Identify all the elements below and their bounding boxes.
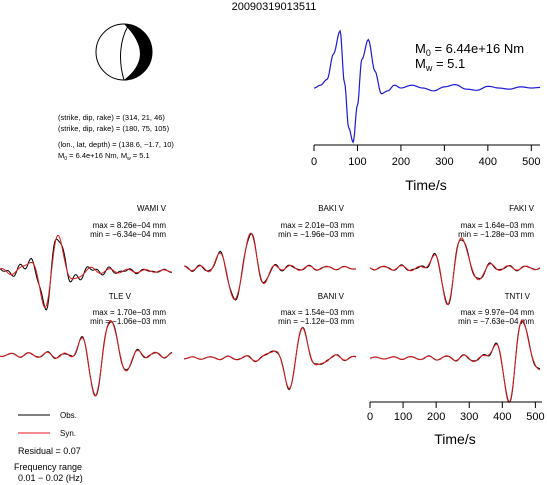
frequency-title: Frequency range	[14, 462, 82, 472]
wave-tick-label-400: 400	[493, 411, 511, 423]
mechanism-line-3: (lon., lat, depth) = (138.6, −1.7, 10)	[58, 140, 174, 149]
station-min-baki: min = −1.96e−03 mm	[278, 230, 354, 239]
figure-title: 20090319013511	[232, 1, 317, 13]
station-min-faki: min = −1.28e−03 mm	[458, 230, 534, 239]
syn-trace-tnti	[369, 319, 541, 404]
station-max-bani: max = 1.54e−03 mm	[281, 308, 355, 317]
mechanism-line-1: (strike, dip, rake) = (314, 21, 46)	[58, 113, 165, 122]
wave-tick-label-0: 0	[367, 411, 373, 423]
obs-trace-tnti	[369, 320, 541, 403]
mechanism-info: (strike, dip, rake) = (314, 21, 46) (str…	[58, 113, 174, 162]
station-max-faki: max = 1.64e−03 mm	[461, 221, 535, 230]
station-label-faki: FAKI V	[509, 204, 535, 213]
frequency-value: 0.01 − 0.02 (Hz)	[18, 473, 83, 483]
station-label-tnti: TNTI V	[505, 292, 531, 301]
syn-trace-baki	[183, 232, 357, 301]
wave-x-ticks: 0 100 200 300 400 500	[367, 402, 545, 423]
wave-tick-label-200: 200	[427, 411, 445, 423]
stf-mw-label: Mw = 5.1	[415, 56, 465, 73]
beachball-compression	[124, 24, 152, 80]
beachball	[95, 23, 153, 81]
station-min-wami: min = −6.34e−04 mm	[90, 230, 166, 239]
station-label-wami: WAMI V	[137, 204, 167, 213]
station-min-tle: min = −1.06e−03 mm	[90, 317, 166, 326]
obs-trace-wami	[0, 238, 173, 311]
station-label-bani: BANI V	[318, 292, 345, 301]
syn-trace-wami	[0, 234, 173, 308]
stf-tick-label-0: 0	[311, 156, 317, 168]
stf-series-line	[313, 29, 541, 144]
stf-tick-label-400: 400	[479, 156, 497, 168]
stf-tick-label-300: 300	[435, 156, 453, 168]
residual-label: Residual = 0.07	[18, 446, 81, 456]
wave-axis: 0 100 200 300 400 500 Time/s	[367, 401, 545, 447]
stf-panel: 0 100 200 300 400 500 Time/s M0 = 6.44e+16 Nm…	[311, 29, 541, 193]
stf-tick-label-200: 200	[392, 156, 410, 168]
station-max-wami: max = 8.26e−04 mm	[93, 221, 167, 230]
station-labels: WAMI V max = 8.26e−04 mm min = −6.34e−04…	[90, 204, 534, 326]
syn-trace-faki	[369, 237, 541, 305]
wave-x-label: Time/s	[434, 431, 475, 447]
station-max-tnti: max = 9.97e−04 mm	[461, 308, 535, 317]
legend-obs-label: Obs.	[60, 411, 77, 420]
stf-x-label: Time/s	[405, 177, 446, 193]
mechanism-moment: M0 = 6.4e+16 Nm, Mw = 5.1	[58, 151, 150, 162]
station-max-baki: max = 2.01e−03 mm	[281, 221, 355, 230]
syn-trace-tle	[0, 320, 173, 397]
stf-x-ticks: 0 100 200 300 400 500	[311, 145, 540, 168]
legend-syn-label: Syn.	[60, 429, 76, 438]
legend: Obs. Syn. Residual = 0.07 Frequency rang…	[14, 411, 83, 483]
stf-moment-label: M0 = 6.44e+16 Nm	[415, 41, 524, 58]
mechanism-line-2: (strike, dip, rake) = (180, 75, 105)	[58, 124, 170, 133]
waveform-traces	[0, 232, 541, 404]
wave-tick-label-500: 500	[526, 411, 544, 423]
station-label-baki: BAKI V	[318, 204, 344, 213]
station-label-tle: TLE V	[109, 292, 132, 301]
wave-tick-label-300: 300	[460, 411, 478, 423]
wave-tick-label-100: 100	[394, 411, 412, 423]
station-min-tnti: min = −7.63e−04 mm	[458, 317, 534, 326]
syn-trace-bani	[183, 326, 357, 390]
station-min-bani: min = −1.12e−03 mm	[278, 317, 354, 326]
obs-trace-tle	[0, 321, 173, 397]
stf-tick-label-500: 500	[522, 156, 540, 168]
station-max-tle: max = 1.70e−03 mm	[93, 308, 167, 317]
stf-tick-label-100: 100	[348, 156, 366, 168]
